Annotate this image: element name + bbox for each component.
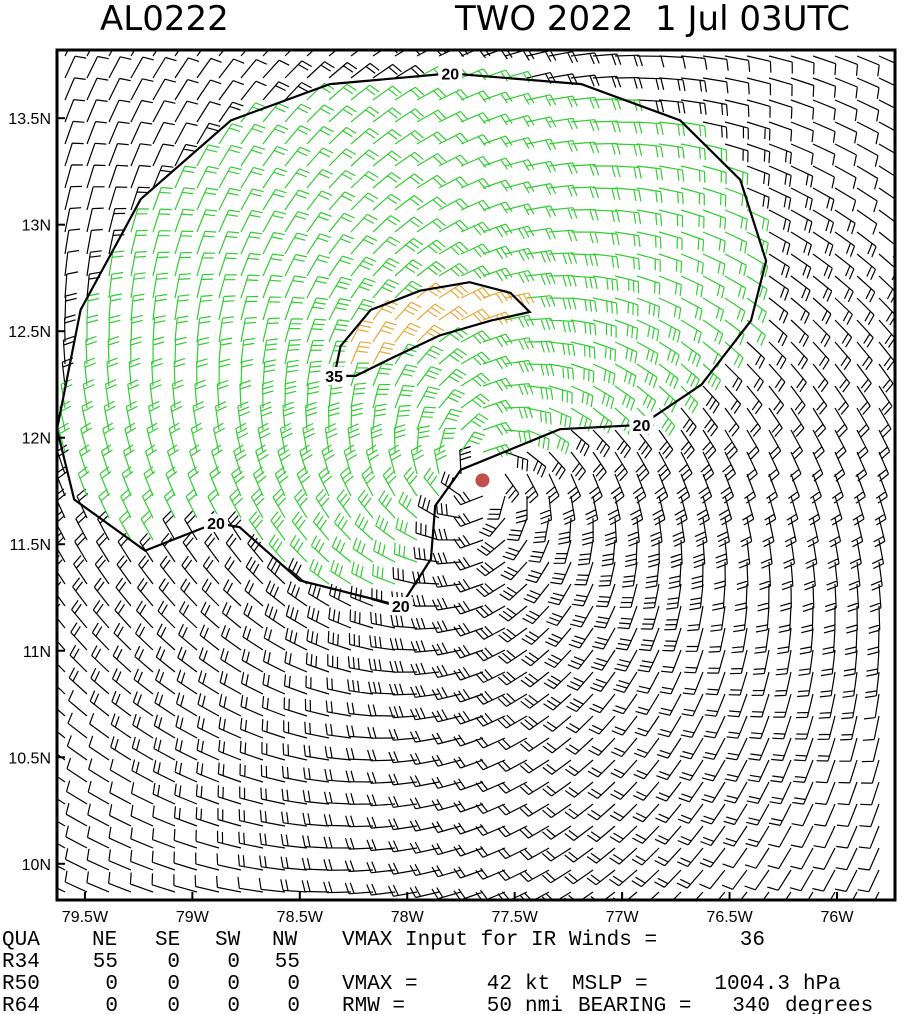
x-tick-label: 76W xyxy=(821,909,855,926)
radius-value: 0 xyxy=(287,973,300,996)
label: VMAX = xyxy=(342,973,418,996)
contour-label-bg xyxy=(438,64,463,83)
radius-value: 0 xyxy=(167,951,180,974)
unit: nmi xyxy=(525,995,563,1014)
info-header: SE xyxy=(155,929,180,952)
x-tick-label: 77W xyxy=(606,909,640,926)
x-tick-label: 79.5W xyxy=(62,909,109,926)
row-label: R64 xyxy=(2,995,40,1014)
contour-label-bg xyxy=(388,597,413,616)
label: BEARING = xyxy=(578,995,691,1014)
info-header: QUA xyxy=(2,929,40,952)
wind-barb xyxy=(58,65,770,585)
y-tick-label: 13N xyxy=(22,218,51,235)
radius-value: 0 xyxy=(227,995,240,1014)
y-tick-label: 12N xyxy=(22,431,51,448)
y-tick-label: 12.5N xyxy=(8,324,51,341)
radius-value: 55 xyxy=(93,951,118,974)
x-tick-label: 79W xyxy=(176,909,210,926)
storm-center xyxy=(475,473,490,488)
label: RMW = xyxy=(342,995,405,1014)
y-tick-label: 10N xyxy=(22,857,51,874)
radius-value: 55 xyxy=(275,951,300,974)
wind-barb xyxy=(350,282,535,365)
wind-barb xyxy=(57,50,895,900)
unit: kt xyxy=(525,973,550,996)
value: 50 xyxy=(487,995,512,1014)
radius-value: 0 xyxy=(227,951,240,974)
radius-value: 0 xyxy=(227,973,240,996)
label: MSLP = xyxy=(572,973,648,996)
y-tick-label: 10.5N xyxy=(8,750,51,767)
chart-title: TWO 2022 1 Jul 03UTC xyxy=(454,0,850,39)
info-header: NW xyxy=(272,929,298,952)
value: 42 xyxy=(487,973,512,996)
radius-value: 0 xyxy=(167,973,180,996)
plot-frame xyxy=(55,48,897,902)
x-tick-label: 78W xyxy=(391,909,425,926)
x-tick-label: 77.5W xyxy=(492,909,539,926)
y-tick-label: 11N xyxy=(23,644,51,661)
unit: hPa xyxy=(803,973,841,996)
contour xyxy=(333,281,532,377)
plot: 79.5W 79W 78.5W 78W 77.5W 77W 76.5W 76W 10N 10.5N… xyxy=(8,64,854,926)
row-label: R34 xyxy=(2,951,40,974)
wind-field xyxy=(57,50,895,900)
contour-label-bg xyxy=(204,513,229,532)
row-label: R50 xyxy=(2,973,40,996)
radius-value: 0 xyxy=(105,995,118,1014)
chart-title: AL0222 xyxy=(100,0,229,39)
radius-value: 0 xyxy=(287,995,300,1014)
y-tick-label: 13.5N xyxy=(8,111,51,128)
contour-label: 35 xyxy=(325,369,343,386)
value: 340 xyxy=(732,995,770,1014)
value: 1004.3 xyxy=(714,973,790,996)
y-tick-label: 11.5N xyxy=(9,537,51,554)
x-tick-label: 78.5W xyxy=(277,909,324,926)
contour-label: 20 xyxy=(207,516,225,533)
info-header: SW xyxy=(215,929,241,952)
radius-value: 0 xyxy=(167,995,180,1014)
contour-label: 20 xyxy=(441,66,459,83)
value: 36 xyxy=(740,929,765,952)
contour-label-bg xyxy=(322,366,347,385)
contour-label-bg xyxy=(629,415,654,434)
contour-label: 20 xyxy=(633,418,651,435)
contour-label: 20 xyxy=(392,599,410,616)
contour xyxy=(55,72,768,608)
radius-value: 0 xyxy=(105,973,118,996)
x-tick-label: 76.5W xyxy=(706,909,753,926)
unit: degrees xyxy=(785,995,873,1014)
info-header: NE xyxy=(92,929,117,952)
label: VMAX Input for IR Winds = xyxy=(342,929,657,952)
